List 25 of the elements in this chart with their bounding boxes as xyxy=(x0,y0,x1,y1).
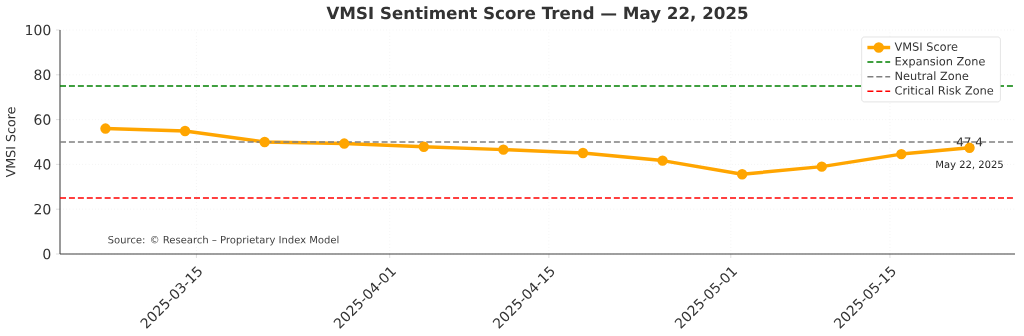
y-tick-label: 60 xyxy=(34,114,51,125)
point xyxy=(418,141,430,152)
y-tick-label: 100 xyxy=(26,24,51,36)
point xyxy=(736,169,748,180)
legend-label: Critical Risk Zone xyxy=(895,85,994,95)
point xyxy=(259,136,270,148)
point xyxy=(498,144,509,155)
annotation: May 22, 2025 xyxy=(936,160,1003,171)
point xyxy=(577,147,589,159)
legend-label: Neutral Zone xyxy=(895,71,969,81)
y-axis-title: VMSI Score xyxy=(5,107,16,178)
legend-label: VMSI Score xyxy=(894,42,958,51)
point xyxy=(816,161,827,172)
point xyxy=(339,138,350,149)
point xyxy=(896,148,907,160)
y-tick-label: 80 xyxy=(34,69,51,81)
y-tick-label: 0 xyxy=(43,248,51,260)
point xyxy=(100,123,111,134)
chart-title: VMSI Sentiment Score Trend — May 22, 2025 xyxy=(326,6,748,23)
annotation: Source: © Research – Proprietary Index Model xyxy=(108,235,339,246)
y-tick-label: 20 xyxy=(34,203,51,215)
point xyxy=(179,125,191,137)
y-tick-label: 40 xyxy=(34,159,51,170)
legend-label: Expansion Zone xyxy=(895,56,985,68)
point xyxy=(657,155,668,166)
